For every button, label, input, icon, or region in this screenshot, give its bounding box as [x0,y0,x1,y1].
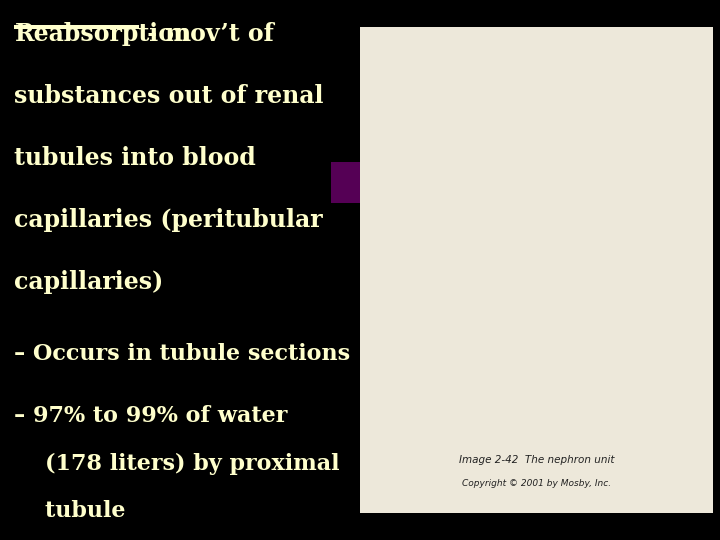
Text: (178 liters) by proximal: (178 liters) by proximal [14,453,340,475]
Bar [14,25,138,29]
Text: substances out of renal: substances out of renal [14,84,324,107]
Text: Reabsorption: Reabsorption [14,22,192,45]
Text: tubule: tubule [14,500,126,522]
Text: tubules into blood: tubules into blood [14,146,256,170]
Text: Image 2-42  The nephron unit: Image 2-42 The nephron unit [459,455,614,464]
Text: capillaries (peritubular: capillaries (peritubular [14,208,323,232]
Text: Copyright © 2001 by Mosby, Inc.: Copyright © 2001 by Mosby, Inc. [462,480,611,488]
Bar [331,162,360,202]
Text: - mov’t of: - mov’t of [138,22,274,45]
Text: – 97% to 99% of water: – 97% to 99% of water [14,405,288,427]
Text: capillaries): capillaries) [14,270,163,294]
Text: – Occurs in tubule sections: – Occurs in tubule sections [14,343,351,365]
